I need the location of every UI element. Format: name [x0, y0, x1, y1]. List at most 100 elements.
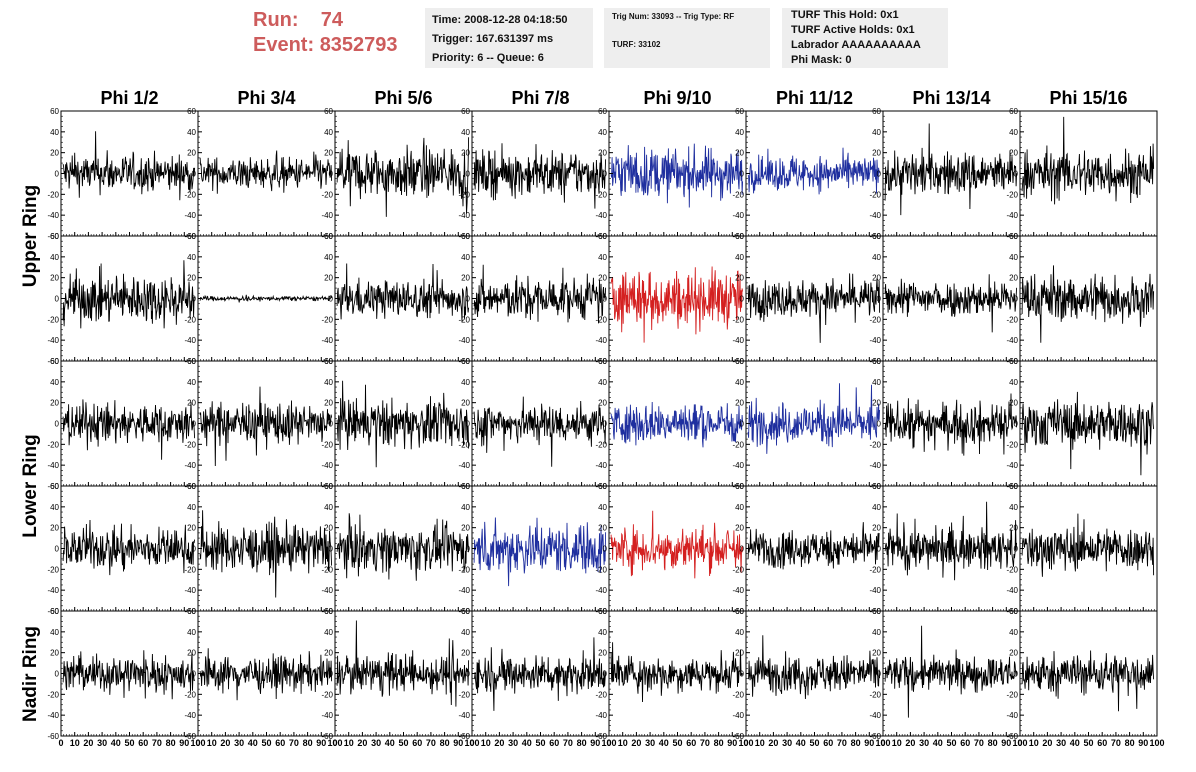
y-tick-label: -20: [732, 565, 744, 574]
y-tick-label: -40: [1006, 461, 1018, 470]
x-tick-label: 10: [344, 738, 354, 748]
y-tick-label: 20: [461, 399, 470, 408]
y-tick-label: -20: [595, 315, 607, 324]
y-tick-label: 20: [735, 399, 744, 408]
x-tick-label: 0: [195, 738, 200, 748]
y-tick-label: -40: [595, 336, 607, 345]
y-tick-label: 60: [50, 357, 59, 366]
x-tick-label: 90: [1138, 738, 1148, 748]
waveform-trace: [473, 396, 607, 467]
y-tick-label: -20: [1006, 690, 1018, 699]
y-tick-label: 20: [872, 649, 881, 658]
y-tick-label: -20: [732, 440, 744, 449]
waveform-trace: [336, 513, 470, 581]
y-tick-label: 0: [603, 170, 608, 179]
x-tick-label: 60: [686, 738, 696, 748]
y-tick-label: -60: [184, 732, 196, 741]
y-tick-label: 0: [877, 295, 882, 304]
x-tick-label: 40: [1070, 738, 1080, 748]
y-tick-label: -40: [184, 211, 196, 220]
y-tick-label: -40: [47, 586, 59, 595]
waveform-trace: [610, 510, 744, 579]
y-tick-label: 60: [187, 107, 196, 116]
y-tick-label: -20: [321, 690, 333, 699]
y-tick-label: -40: [458, 336, 470, 345]
waveform-trace: [747, 522, 880, 570]
x-tick-label: 100: [327, 738, 342, 748]
y-tick-label: 60: [461, 482, 470, 491]
y-tick-label: -20: [184, 315, 196, 324]
x-tick-label: 50: [261, 738, 271, 748]
y-tick-label: -20: [47, 565, 59, 574]
y-tick-label: 20: [461, 274, 470, 283]
waveform-trace: [1021, 513, 1155, 577]
y-tick-label: 60: [735, 482, 744, 491]
y-tick-label: 20: [187, 524, 196, 533]
y-tick-label: 20: [598, 274, 607, 283]
y-tick-label: 40: [872, 378, 881, 387]
y-tick-label: 40: [598, 628, 607, 637]
y-tick-label: 40: [872, 628, 881, 637]
y-tick-label: -40: [184, 461, 196, 470]
x-tick-label: 70: [700, 738, 710, 748]
y-tick-label: 0: [192, 670, 197, 679]
event-value: 8352793: [319, 34, 398, 56]
y-tick-label: -40: [595, 461, 607, 470]
y-tick-label: 60: [872, 482, 881, 491]
y-tick-label: -20: [869, 440, 881, 449]
x-tick-label: 90: [453, 738, 463, 748]
y-tick-label: 60: [872, 357, 881, 366]
x-tick-label: 50: [946, 738, 956, 748]
y-tick-label: 60: [735, 232, 744, 241]
y-tick-label: -20: [595, 190, 607, 199]
y-tick-label: -60: [47, 357, 59, 366]
y-tick-label: 0: [603, 420, 608, 429]
y-tick-label: 60: [735, 607, 744, 616]
x-tick-label: 100: [464, 738, 479, 748]
waveform-trace: [199, 150, 333, 194]
waveform-trace: [336, 263, 470, 322]
x-tick-label: 20: [631, 738, 641, 748]
waveform-trace: [336, 620, 470, 707]
y-tick-label: -60: [321, 732, 333, 741]
run-event-header: Run: 74 Event: 8352793: [253, 8, 398, 58]
x-tick-label: 80: [577, 738, 587, 748]
y-tick-label: 0: [466, 295, 471, 304]
x-tick-label: 80: [166, 738, 176, 748]
y-tick-label: -60: [1006, 732, 1018, 741]
y-tick-label: -40: [595, 711, 607, 720]
waveform-trace: [747, 635, 881, 700]
waveform-trace: [747, 273, 881, 343]
y-tick-label: -20: [869, 690, 881, 699]
y-tick-label: 0: [603, 545, 608, 554]
y-tick-label: 20: [461, 149, 470, 158]
x-tick-label: 80: [1125, 738, 1135, 748]
y-tick-label: 20: [461, 649, 470, 658]
y-tick-label: -40: [1006, 336, 1018, 345]
y-tick-label: 0: [1014, 295, 1019, 304]
x-tick-label: 90: [590, 738, 600, 748]
y-tick-label: -40: [458, 461, 470, 470]
x-tick-label: 90: [864, 738, 874, 748]
y-tick-label: -40: [595, 211, 607, 220]
y-tick-label: -40: [47, 461, 59, 470]
y-tick-label: -20: [732, 315, 744, 324]
y-tick-label: 40: [598, 503, 607, 512]
y-tick-label: -40: [321, 211, 333, 220]
y-tick-label: 20: [187, 274, 196, 283]
y-tick-label: 20: [187, 399, 196, 408]
x-tick-label: 10: [70, 738, 80, 748]
y-tick-label: 60: [461, 232, 470, 241]
y-tick-label: 0: [1014, 545, 1019, 554]
x-tick-label: 30: [919, 738, 929, 748]
y-tick-label: 40: [735, 128, 744, 137]
trig-num-text: Trig Num: 33093 -- Trig Type: RF: [612, 12, 735, 21]
x-tick-label: 10: [207, 738, 217, 748]
x-tick-label: 50: [809, 738, 819, 748]
y-tick-label: 0: [1014, 420, 1019, 429]
y-tick-label: -40: [321, 586, 333, 595]
y-tick-label: -60: [47, 482, 59, 491]
y-tick-label: 0: [877, 420, 882, 429]
y-tick-label: -20: [458, 190, 470, 199]
y-tick-label: 20: [735, 649, 744, 658]
